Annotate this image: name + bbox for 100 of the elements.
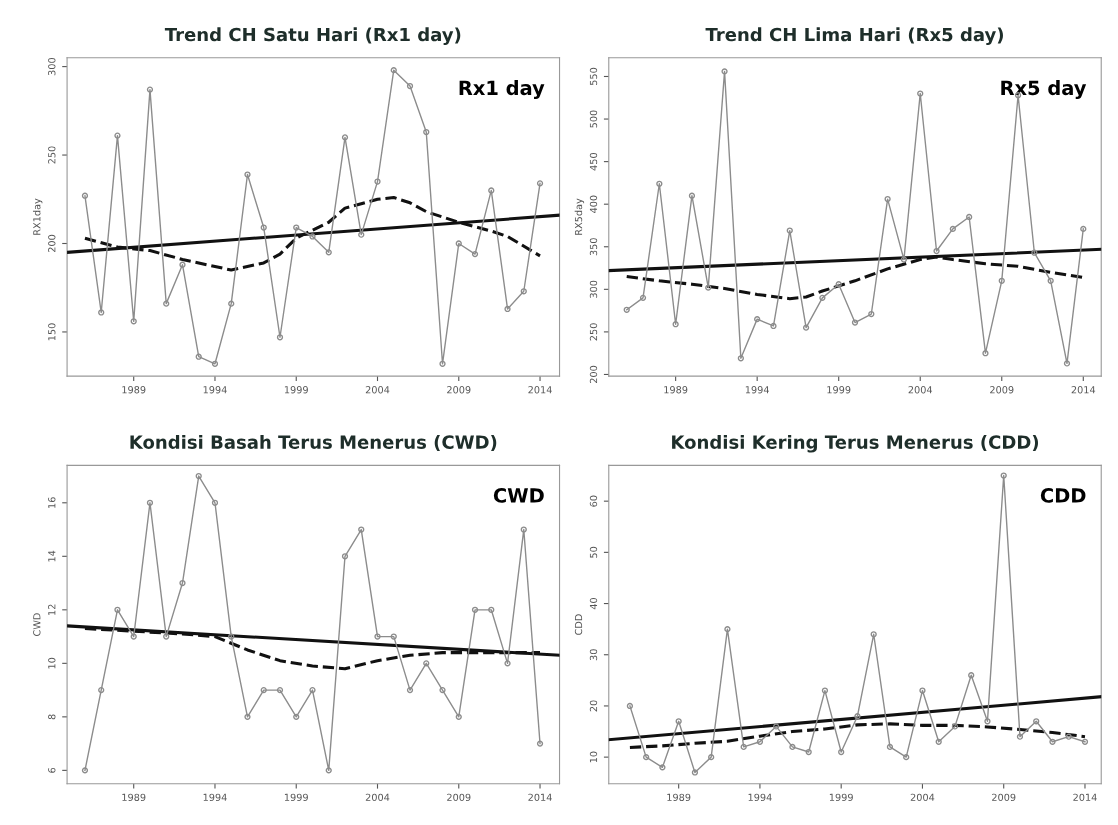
point xyxy=(691,769,699,776)
point xyxy=(536,180,544,187)
point xyxy=(900,256,908,263)
point xyxy=(439,686,446,694)
point xyxy=(488,606,495,613)
x-tick-label: 2014 xyxy=(528,386,552,394)
y-tick-label: 6 xyxy=(48,767,56,773)
point xyxy=(504,660,511,667)
point xyxy=(838,748,845,756)
point xyxy=(675,718,682,725)
point xyxy=(643,754,650,761)
point xyxy=(81,192,89,199)
chart-title: Kondisi Kering Terus Menerus (CDD) xyxy=(672,434,1039,453)
line-series xyxy=(81,67,544,367)
point xyxy=(1031,249,1038,256)
x-tick-label: 1994 xyxy=(203,386,227,394)
y-axis-title: CWD xyxy=(33,613,41,636)
y-tick-label: 500 xyxy=(589,110,598,128)
point xyxy=(130,318,137,325)
point xyxy=(966,213,973,221)
y-tick-label: 50 xyxy=(589,546,598,558)
point xyxy=(656,180,663,187)
point xyxy=(805,748,812,756)
point xyxy=(1033,718,1040,725)
y-tick-label: 350 xyxy=(589,238,598,256)
point xyxy=(1049,738,1056,745)
point xyxy=(789,743,796,751)
point xyxy=(1081,738,1089,745)
point xyxy=(260,224,267,231)
point xyxy=(309,233,316,240)
y-tick-label: 200 xyxy=(589,365,598,384)
point xyxy=(309,686,316,694)
y-tick-label: 8 xyxy=(48,714,56,720)
y-tick-label: 10 xyxy=(48,657,56,669)
x-tick-label: 2004 xyxy=(365,793,390,801)
point xyxy=(884,195,891,203)
x-tick-label: 1994 xyxy=(745,386,769,394)
point xyxy=(773,723,780,730)
y-tick-label: 20 xyxy=(589,700,598,712)
point xyxy=(98,309,105,316)
y-tick-label: 150 xyxy=(48,323,56,341)
point xyxy=(1000,472,1007,479)
x-tick-label: 2009 xyxy=(447,386,471,394)
point xyxy=(639,294,647,301)
x-tick-label: 2009 xyxy=(990,386,1014,394)
point xyxy=(919,687,926,694)
x-tick-label: 1999 xyxy=(284,386,308,394)
point xyxy=(358,231,365,238)
point xyxy=(114,606,121,613)
x-tick-label: 1999 xyxy=(284,793,308,801)
point xyxy=(471,606,479,613)
point xyxy=(163,300,170,307)
point xyxy=(724,626,731,633)
point xyxy=(708,754,715,761)
point xyxy=(244,713,251,720)
point xyxy=(341,553,349,560)
point xyxy=(520,288,527,295)
x-tick-label: 2004 xyxy=(365,386,390,394)
x-tick-label: 1994 xyxy=(203,793,227,801)
point xyxy=(854,713,861,720)
point xyxy=(374,178,381,185)
annotation: Rx1 day xyxy=(459,80,545,100)
x-tick-label: 2014 xyxy=(1071,386,1096,394)
x-tick-label: 1989 xyxy=(667,793,691,801)
annotation: CDD xyxy=(1040,488,1086,503)
point xyxy=(276,334,284,341)
point xyxy=(998,277,1005,284)
point xyxy=(968,672,975,679)
point xyxy=(770,322,777,330)
x-tick-label: 2004 xyxy=(910,793,935,801)
point xyxy=(835,281,842,288)
x-tick-label: 2009 xyxy=(447,793,471,801)
point xyxy=(423,660,430,667)
line-series xyxy=(81,472,544,774)
point xyxy=(211,499,219,506)
point xyxy=(325,767,332,774)
point xyxy=(488,187,495,194)
y-tick-label: 550 xyxy=(589,67,598,86)
y-tick-label: 16 xyxy=(48,497,56,508)
point xyxy=(754,316,761,323)
line-series xyxy=(626,472,1089,776)
y-tick-label: 30 xyxy=(589,649,598,661)
point xyxy=(1063,360,1071,367)
point xyxy=(163,633,170,640)
y-tick-label: 300 xyxy=(48,57,56,76)
point xyxy=(406,686,414,694)
x-tick-label: 1994 xyxy=(748,793,772,801)
point xyxy=(520,526,527,533)
x-tick-label: 2014 xyxy=(1073,793,1097,801)
point xyxy=(390,633,397,640)
point xyxy=(721,68,728,75)
x-tick-label: 1999 xyxy=(829,793,853,801)
point xyxy=(423,128,430,136)
point xyxy=(903,754,910,761)
x-tick-label: 1999 xyxy=(827,386,851,394)
point xyxy=(984,718,991,725)
point xyxy=(455,713,462,720)
point xyxy=(276,686,284,694)
y-tick-label: 12 xyxy=(48,604,56,615)
point xyxy=(179,579,186,587)
